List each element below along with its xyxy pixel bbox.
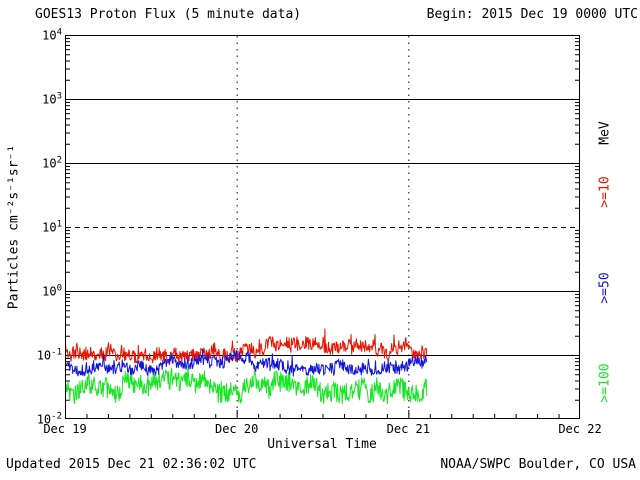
right-axis-series-label-ge50: >=50 [597, 272, 613, 304]
y-tick-label: 102 [42, 155, 62, 171]
y-tick-label: 101 [42, 219, 62, 235]
y-tick-label: 104 [42, 27, 62, 43]
right-axis-series-label-ge10: >=10 [597, 176, 613, 208]
x-axis-label: Universal Time [267, 437, 377, 452]
y-axis-label: Particles cm⁻²s⁻¹sr⁻¹ [6, 144, 22, 310]
y-tick-label: 10-2 [36, 411, 62, 427]
plot-frame [65, 35, 580, 419]
source-attribution: NOAA/SWPC Boulder, CO USA [440, 457, 636, 472]
y-tick-label: 103 [42, 91, 62, 107]
proton-flux-chart [65, 35, 580, 419]
chart-title: GOES13 Proton Flux (5 minute data) [35, 7, 302, 22]
series--10-mev [65, 328, 428, 364]
x-tick-label: Dec 22 [558, 422, 602, 436]
y-tick-label: 100 [42, 283, 62, 299]
updated-timestamp: Updated 2015 Dec 21 02:36:02 UTC [6, 457, 257, 472]
series--50-mev [65, 348, 428, 377]
x-tick-label: Dec 21 [386, 422, 431, 436]
plot-area [65, 35, 580, 419]
x-tick-label: Dec 20 [214, 422, 259, 436]
right-axis-series-label-ge100: >=100 [597, 363, 613, 403]
right-axis-unit-label: MeV [597, 121, 613, 145]
series--100-mev [65, 366, 428, 405]
x-tick-label: Dec 19 [43, 422, 87, 436]
y-tick-label: 10-1 [36, 347, 62, 363]
begin-time-label: Begin: 2015 Dec 19 0000 UTC [426, 7, 638, 22]
